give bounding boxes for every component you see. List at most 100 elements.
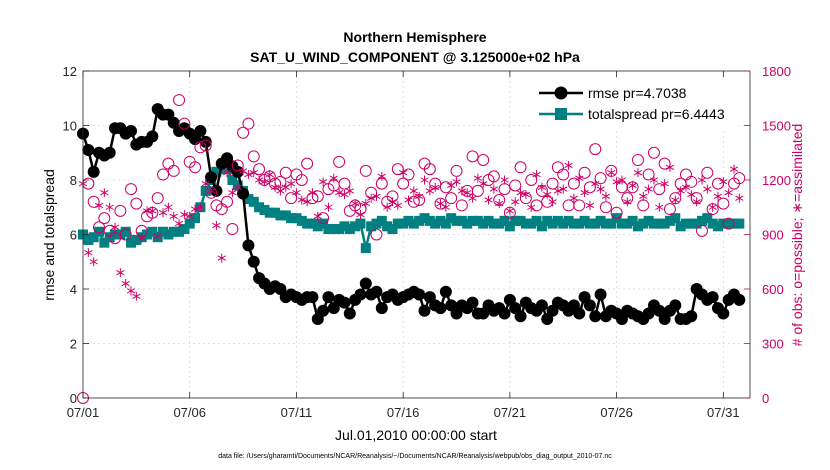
obs-assimilated-marker [441, 202, 450, 212]
rmse-point [439, 285, 452, 298]
totalspread-point [248, 196, 259, 207]
asterisk-stroke [286, 180, 296, 187]
asterisk-stroke [238, 168, 248, 174]
obs-possible-marker [301, 157, 314, 170]
y-right-tick-label: 1200 [762, 173, 791, 188]
asterisk-stroke [623, 199, 632, 205]
obs-assimilated-marker [537, 182, 547, 192]
obs-assimilated-marker [484, 195, 493, 205]
asterisk-stroke [639, 193, 648, 200]
obs-possible-marker [599, 201, 612, 214]
obs-assimilated-marker [628, 180, 637, 190]
rmse-point [322, 291, 335, 304]
asterisk-stroke [671, 197, 680, 203]
obs-assimilated-marker [703, 184, 712, 194]
series-totalspread [78, 164, 745, 254]
obs-assimilated-marker [719, 177, 728, 187]
asterisk-stroke [169, 213, 178, 220]
totalspread-point [366, 221, 377, 232]
obs-possible-marker [514, 161, 527, 174]
totalspread-point [526, 218, 537, 229]
rmse-point [733, 293, 746, 306]
obs-possible-marker [471, 184, 484, 197]
totalspread-point [494, 218, 505, 229]
totalspread-point [280, 210, 291, 221]
asterisk-stroke [164, 204, 173, 210]
totalspread-point [344, 224, 355, 235]
obs-possible-marker [98, 212, 111, 225]
obs-assimilated-marker [617, 175, 627, 185]
rmse-point [82, 144, 95, 157]
asterisk-stroke [553, 188, 563, 194]
obs-assimilated-marker [148, 206, 157, 216]
obs-possible-marker [701, 166, 714, 179]
obs-assimilated-marker [334, 188, 344, 198]
totalspread-point [664, 215, 675, 226]
obs-assimilated-marker [697, 175, 707, 185]
asterisk-stroke [436, 200, 445, 207]
totalspread-point [168, 226, 179, 237]
asterisk-stroke [233, 184, 242, 190]
totalspread-point [334, 224, 345, 235]
totalspread-point [270, 207, 281, 218]
rmse-point [125, 124, 138, 137]
totalspread-point [648, 218, 659, 229]
totalspread-point [472, 215, 483, 226]
totalspread-point [638, 218, 649, 229]
obs-assimilated-marker [655, 202, 664, 212]
obs-assimilated-marker [735, 193, 744, 203]
asterisk-stroke [612, 179, 621, 185]
obs-assimilated-marker [366, 193, 376, 203]
obs-possible-marker [397, 177, 410, 190]
x-tick-label: 07/06 [173, 405, 206, 420]
totalspread-point [88, 232, 99, 243]
obs-possible-marker [178, 117, 191, 130]
obs-possible-marker [573, 199, 586, 212]
totalspread-point [440, 218, 451, 229]
totalspread-point [387, 224, 398, 235]
obs-possible-marker [487, 170, 500, 183]
rmse-point [413, 288, 426, 301]
totalspread-point [680, 218, 691, 229]
obs-possible-marker [466, 150, 479, 163]
totalspread-point [643, 215, 654, 226]
totalspread-point [376, 215, 387, 226]
asterisk-stroke [302, 199, 312, 205]
rmse-point [87, 165, 100, 178]
totalspread-point [286, 213, 297, 224]
asterisk-stroke [260, 179, 269, 185]
totalspread-point [174, 226, 185, 237]
obs-assimilated-marker [713, 191, 723, 201]
x-tick-label: 07/26 [600, 405, 633, 420]
totalspread-point [622, 218, 633, 229]
totalspread-point [419, 213, 430, 224]
obs-possible-marker [653, 183, 666, 196]
obs-assimilated-marker [596, 184, 605, 194]
totalspread-point [99, 237, 110, 248]
totalspread-point [574, 218, 585, 229]
totalspread-point [227, 175, 238, 185]
obs-possible-marker [530, 199, 543, 212]
rmse-point [594, 288, 607, 301]
totalspread-point [483, 215, 494, 226]
totalspread-point [430, 218, 441, 229]
obs-assimilated-marker [585, 200, 595, 210]
asterisk-stroke [559, 186, 568, 192]
asterisk-stroke [665, 164, 675, 170]
asterisk-stroke [692, 199, 701, 205]
asterisk-stroke [249, 170, 258, 176]
totalspread-point [355, 218, 366, 229]
totalspread-point [499, 215, 510, 226]
obs-possible-marker [631, 154, 644, 167]
obs-possible-marker [295, 174, 308, 186]
legend-rmse-label: rmse pr=4.7038 [588, 85, 687, 101]
asterisk-stroke [89, 259, 98, 265]
asterisk-stroke [596, 186, 605, 192]
obs-possible-marker [663, 203, 676, 216]
totalspread-point [515, 215, 526, 226]
asterisk-stroke [548, 199, 557, 205]
obs-assimilated-marker [463, 188, 472, 198]
obs-assimilated-marker [500, 175, 509, 185]
totalspread-point [654, 218, 665, 229]
totalspread-point [211, 166, 222, 177]
